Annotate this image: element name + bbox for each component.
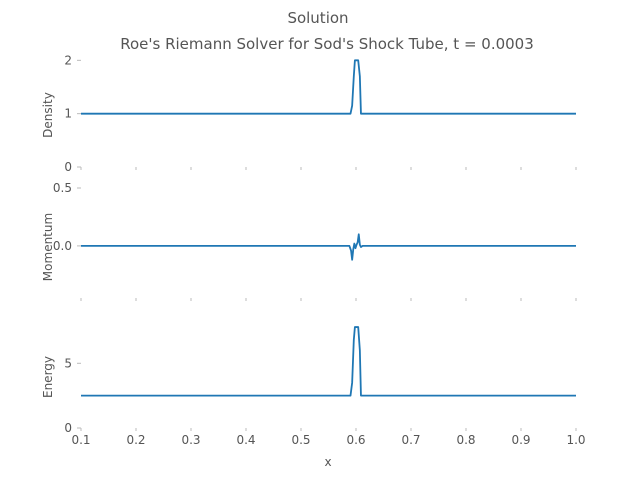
panel-density: 0 1 2 Density xyxy=(41,53,577,174)
series-line-momentum xyxy=(81,233,576,261)
x-tick-label: 1.0 xyxy=(566,433,585,447)
x-axis: 0.1 0.2 0.3 0.4 0.5 0.6 0.7 0.8 0.9 1.0 xyxy=(71,433,585,447)
x-axis-label: x xyxy=(324,455,331,469)
y-tick-label: 5 xyxy=(64,356,72,370)
x-tick-label: 0.8 xyxy=(456,433,475,447)
x-tick-label: 0.6 xyxy=(346,433,365,447)
plot-panels: 0 1 2 Density 0.0 0.5 Momentum 0 5 Energy xyxy=(41,53,577,435)
chart-subtitle: Roe's Riemann Solver for Sod's Shock Tub… xyxy=(120,35,534,53)
x-tick-label: 0.4 xyxy=(236,433,255,447)
series-line-density xyxy=(81,59,576,115)
chart-title: Solution xyxy=(287,9,348,27)
series-line-energy xyxy=(81,326,576,397)
y-tick-label: 0 xyxy=(64,160,72,174)
y-tick-label: 2 xyxy=(64,53,72,67)
y-axis-label-energy: Energy xyxy=(41,356,55,398)
y-tick-label: 0 xyxy=(64,421,72,435)
y-tick-label: 0.5 xyxy=(53,181,72,195)
x-tick-label: 0.3 xyxy=(181,433,200,447)
x-tick-label: 0.7 xyxy=(401,433,420,447)
x-tick-label: 0.5 xyxy=(291,433,310,447)
x-tick-label: 0.2 xyxy=(126,433,145,447)
y-axis-label-momentum: Momentum xyxy=(41,213,55,281)
y-tick-label: 0.0 xyxy=(53,239,72,253)
panel-energy: 0 5 Energy xyxy=(41,326,577,435)
x-tick-label: 0.1 xyxy=(71,433,90,447)
x-tick-label: 0.9 xyxy=(511,433,530,447)
y-axis-label-density: Density xyxy=(41,92,55,138)
panel-momentum: 0.0 0.5 Momentum xyxy=(41,181,577,301)
y-tick-label: 1 xyxy=(64,107,72,121)
